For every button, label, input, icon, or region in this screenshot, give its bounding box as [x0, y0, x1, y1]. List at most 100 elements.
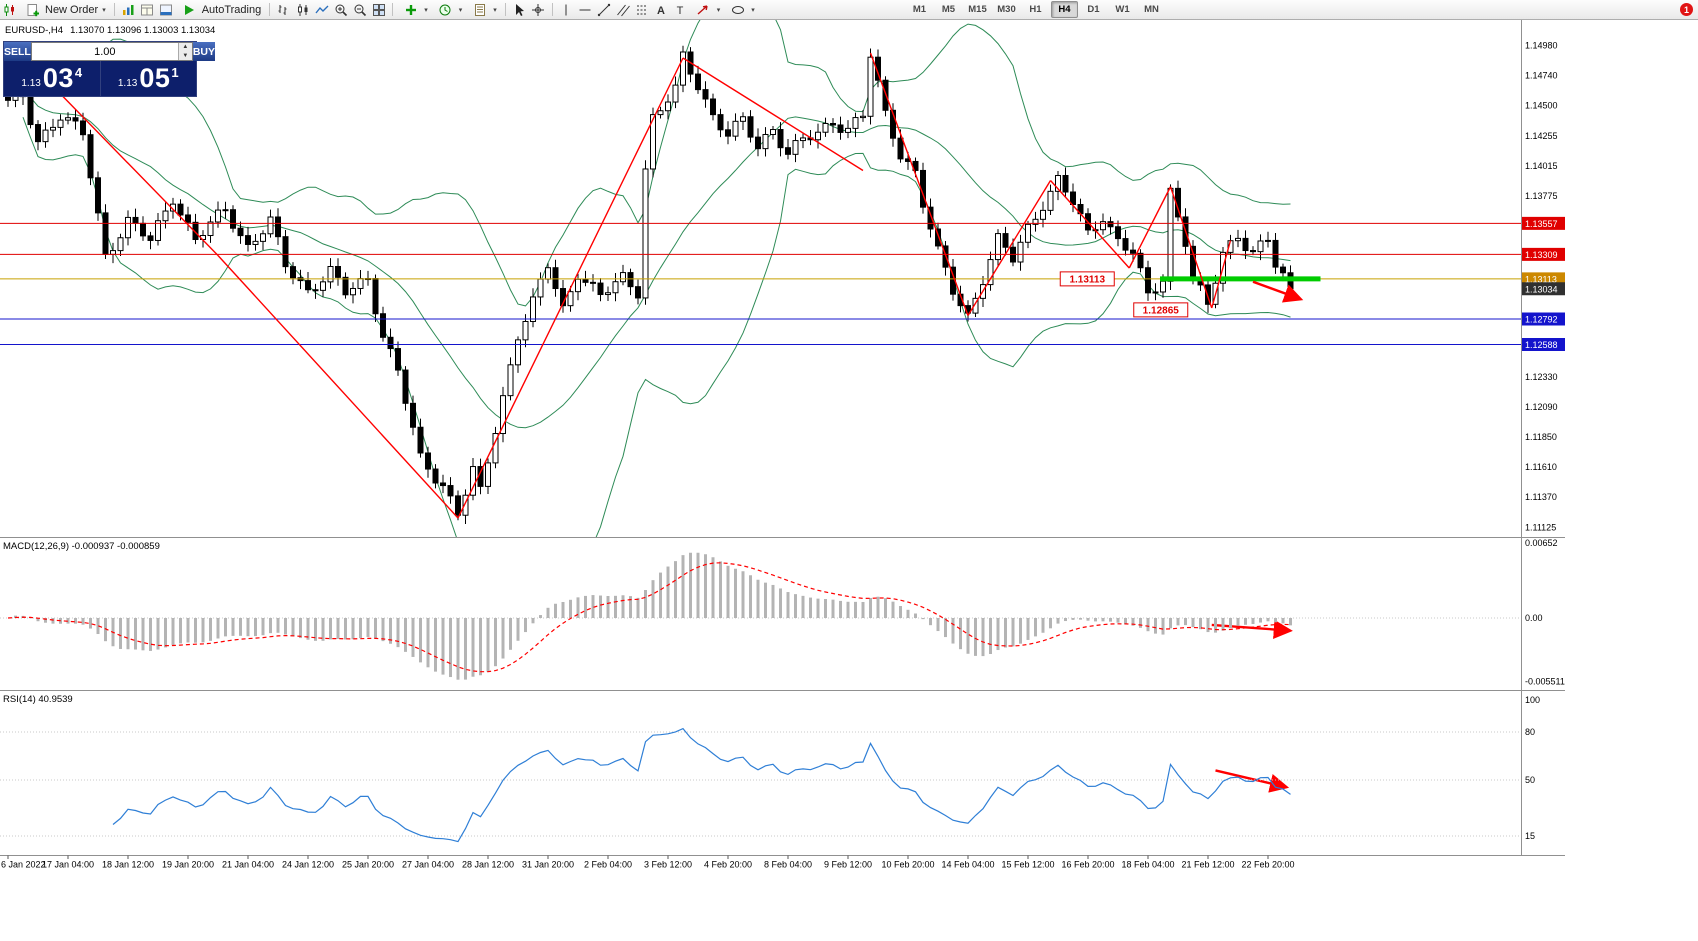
svg-text:28 Jan 12:00: 28 Jan 12:00 — [462, 860, 514, 870]
chevron-down-icon: ▾ — [102, 6, 106, 14]
svg-text:22 Feb 20:00: 22 Feb 20:00 — [1241, 860, 1294, 870]
sell-price-pip: 4 — [74, 65, 83, 80]
svg-text:24 Jan 12:00: 24 Jan 12:00 — [282, 860, 334, 870]
trendline-icon[interactable] — [597, 2, 612, 17]
horizontal-line-icon[interactable] — [578, 2, 593, 17]
volume-input[interactable] — [31, 43, 178, 60]
svg-text:14 Feb 04:00: 14 Feb 04:00 — [941, 860, 994, 870]
chevron-down-icon: ▾ — [424, 6, 428, 14]
candlestick-chart-icon[interactable] — [295, 2, 310, 17]
svg-text:A: A — [657, 5, 665, 17]
sell-price[interactable]: 1.13 03 4 — [4, 61, 100, 96]
one-click-trading-panel: SELL ▲ ▼ BUY 1.13 03 4 1.13 05 1 — [3, 41, 216, 97]
svg-text:50: 50 — [1525, 775, 1535, 785]
toolbar: New Order ▾ AutoTrading ▾ ▾ — [0, 0, 1698, 20]
new-order-label: New Order — [45, 3, 99, 16]
data-window-icon[interactable] — [140, 2, 155, 17]
autotrading-button[interactable]: AutoTrading — [176, 1, 266, 18]
symbol-label: EURUSD-,H4 — [5, 25, 64, 36]
svg-text:10 Feb 20:00: 10 Feb 20:00 — [881, 860, 934, 870]
buy-button[interactable]: BUY — [192, 42, 216, 61]
svg-text:25 Jan 20:00: 25 Jan 20:00 — [342, 860, 394, 870]
chevron-down-icon: ▾ — [716, 6, 721, 14]
svg-text:19 Jan 20:00: 19 Jan 20:00 — [162, 860, 214, 870]
timeframe-button-m1[interactable]: M1 — [912, 4, 927, 15]
timeframe-button-m30[interactable]: M30 — [997, 4, 1016, 15]
svg-text:1.13775: 1.13775 — [1525, 191, 1558, 201]
svg-text:1.12330: 1.12330 — [1525, 372, 1558, 382]
svg-text:1.11850: 1.11850 — [1525, 432, 1557, 442]
arrows-tool-button[interactable]: ▾ — [690, 1, 725, 18]
svg-text:1.11610: 1.11610 — [1525, 462, 1557, 472]
svg-text:RSI(14) 40.9539: RSI(14) 40.9539 — [3, 694, 73, 705]
svg-text:31 Jan 20:00: 31 Jan 20:00 — [522, 860, 574, 870]
buy-price[interactable]: 1.13 05 1 — [99, 61, 197, 96]
zoom-in-icon[interactable] — [333, 2, 348, 17]
svg-text:9 Feb 12:00: 9 Feb 12:00 — [824, 860, 872, 870]
svg-text:1.13309: 1.13309 — [1525, 250, 1558, 260]
svg-text:1.12865: 1.12865 — [1143, 305, 1180, 316]
svg-text:1.13034: 1.13034 — [1525, 284, 1558, 294]
tile-windows-icon[interactable] — [371, 2, 386, 17]
indicators-button[interactable]: ▾ — [397, 1, 432, 18]
crosshair-icon[interactable] — [531, 2, 546, 17]
svg-text:17 Jan 04:00: 17 Jan 04:00 — [42, 860, 94, 870]
notification-badge[interactable]: 1 — [1680, 3, 1693, 16]
sell-price-main: 03 — [42, 63, 74, 93]
text-icon[interactable]: A — [654, 2, 669, 17]
svg-text:2 Feb 04:00: 2 Feb 04:00 — [584, 860, 632, 870]
timeframe-button-h1[interactable]: H1 — [1029, 4, 1042, 15]
svg-text:18 Feb 04:00: 18 Feb 04:00 — [1121, 860, 1174, 870]
volume-increase-button[interactable]: ▲ — [178, 43, 192, 52]
timeframe-button-d1[interactable]: D1 — [1087, 4, 1100, 15]
new-order-icon — [25, 2, 40, 17]
quote-bar: EURUSD-,H4 1.13070 1.13096 1.13003 1.1303… — [5, 25, 215, 36]
svg-text:1.14740: 1.14740 — [1525, 71, 1558, 81]
bar-chart-icon[interactable] — [276, 2, 291, 17]
terminal-icon[interactable] — [159, 2, 174, 17]
chart-window-icon[interactable] — [2, 2, 17, 17]
separator — [113, 3, 115, 16]
separator — [551, 3, 553, 16]
channel-icon[interactable] — [616, 2, 631, 17]
template-button[interactable]: ▾ — [466, 1, 501, 18]
timeframe-button-m5[interactable]: M5 — [941, 4, 956, 15]
cursor-icon[interactable] — [512, 2, 527, 17]
buy-price-main: 05 — [139, 63, 171, 93]
ohlc-values: 1.13070 1.13096 1.13003 1.13034 — [70, 25, 216, 36]
new-order-button[interactable]: New Order ▾ — [19, 1, 110, 18]
svg-text:1.11370: 1.11370 — [1525, 492, 1557, 502]
svg-text:21 Feb 12:00: 21 Feb 12:00 — [1181, 860, 1234, 870]
volume-decrease-button[interactable]: ▼ — [178, 51, 192, 60]
svg-text:T: T — [677, 5, 684, 17]
timeframe-button-m15[interactable]: M15 — [968, 4, 987, 15]
text-label-icon[interactable]: T — [673, 2, 688, 17]
svg-text:1.11125: 1.11125 — [1525, 522, 1556, 532]
sell-button[interactable]: SELL — [4, 42, 31, 61]
separator — [392, 3, 394, 16]
separator — [504, 3, 506, 16]
clock-icon — [438, 2, 453, 17]
volume-spinner: ▲ ▼ — [177, 43, 192, 60]
timeframe-toolbar: M1 M5 M15 M30 H1 H4 D1 W1 MN — [905, 1, 1166, 18]
fibonacci-icon[interactable] — [635, 2, 650, 17]
autotrading-play-icon — [182, 2, 197, 17]
svg-text:27 Jan 04:00: 27 Jan 04:00 — [402, 860, 454, 870]
svg-text:80: 80 — [1525, 727, 1535, 737]
line-chart-icon[interactable] — [314, 2, 329, 17]
svg-text:1.12588: 1.12588 — [1525, 340, 1558, 350]
svg-text:1.14255: 1.14255 — [1525, 131, 1558, 141]
svg-text:1.14500: 1.14500 — [1525, 101, 1558, 111]
shapes-tool-button[interactable]: ▾ — [724, 1, 759, 18]
period-button[interactable]: ▾ — [432, 1, 467, 18]
charts-icon[interactable] — [121, 2, 136, 17]
timeframe-button-h4[interactable]: H4 — [1051, 1, 1078, 18]
svg-text:1.13113: 1.13113 — [1525, 274, 1557, 284]
svg-text:100: 100 — [1525, 695, 1540, 705]
timeframe-button-w1[interactable]: W1 — [1115, 4, 1130, 15]
chevron-down-icon: ▾ — [493, 6, 497, 14]
timeframe-button-mn[interactable]: MN — [1144, 4, 1159, 15]
zoom-out-icon[interactable] — [352, 2, 367, 17]
vertical-line-icon[interactable] — [559, 2, 574, 17]
